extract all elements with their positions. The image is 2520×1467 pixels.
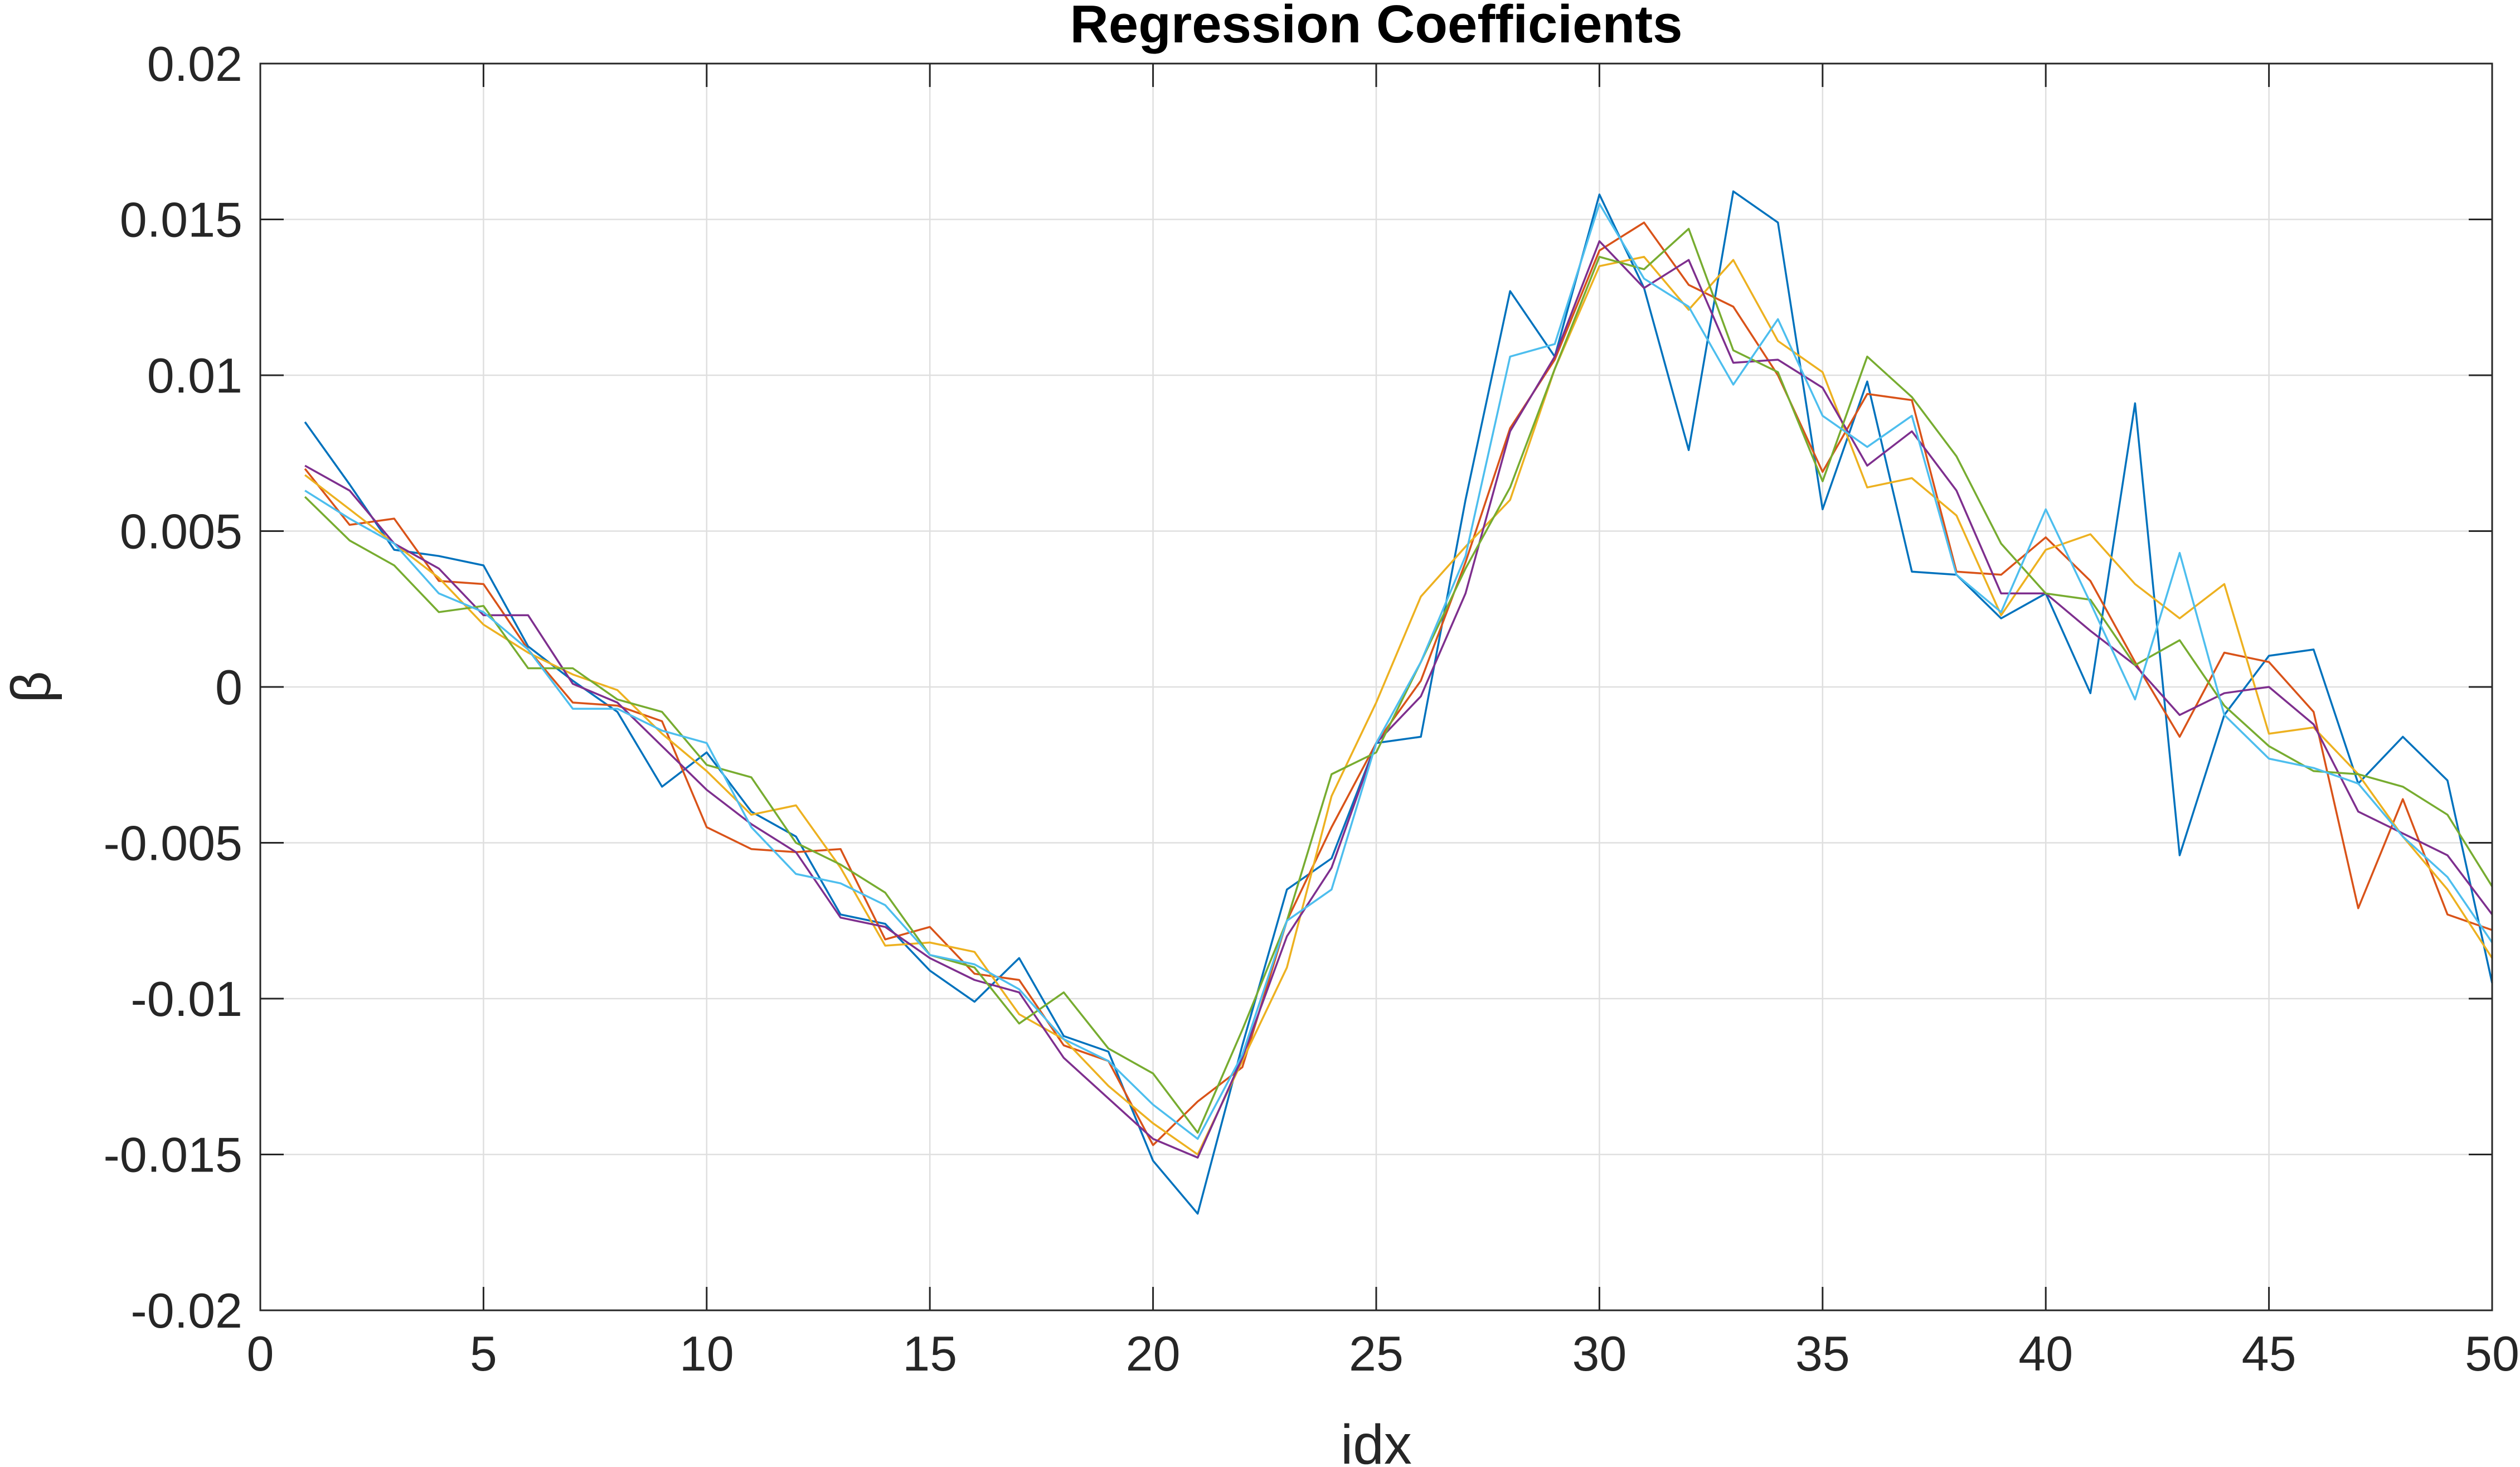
y-tick-label: -0.02 — [130, 1283, 242, 1338]
chart-title: Regression Coefficients — [1070, 0, 1683, 54]
y-tick-label: -0.005 — [103, 816, 242, 871]
x-tick-label: 5 — [470, 1326, 497, 1381]
x-tick-label: 30 — [1572, 1326, 1626, 1381]
y-axis-label: β — [0, 671, 62, 703]
x-tick-label: 0 — [247, 1326, 274, 1381]
series-line-5 — [304, 227, 2493, 1134]
x-tick-label: 20 — [1126, 1326, 1181, 1381]
x-axis-label: idx — [1341, 1413, 1412, 1467]
x-tick-labels: 0 5 10 15 20 25 30 35 40 45 50 — [247, 1326, 2519, 1381]
plot-area-border — [259, 62, 2493, 1311]
x-tick-label: 25 — [1349, 1326, 1404, 1381]
y-tick-label: 0 — [215, 660, 242, 715]
series-line-4 — [304, 240, 2493, 1159]
x-tick-label: 15 — [902, 1326, 957, 1381]
axes — [259, 62, 2493, 1311]
y-tick-label: 0.02 — [147, 36, 242, 91]
y-tick-label: 0.01 — [147, 348, 242, 403]
series-line-3 — [304, 255, 2493, 1156]
y-tick-label: 0.005 — [120, 504, 242, 559]
x-tick-label: 35 — [1795, 1326, 1850, 1381]
y-tick-label: -0.015 — [103, 1127, 242, 1183]
y-tick-labels: -0.02 -0.015 -0.01 -0.005 0 0.005 0.01 0.015 0.0… — [103, 36, 242, 1338]
y-tick-label: -0.01 — [130, 971, 242, 1027]
x-tick-label: 50 — [2465, 1326, 2519, 1381]
series-line-1 — [304, 190, 2493, 1215]
series-line-6 — [304, 202, 2493, 1140]
series-layer — [304, 190, 2493, 1215]
y-tick-label: 0.015 — [120, 192, 242, 248]
x-tick-label: 45 — [2242, 1326, 2296, 1381]
x-tick-label: 10 — [679, 1326, 734, 1381]
x-tick-label: 40 — [2018, 1326, 2073, 1381]
